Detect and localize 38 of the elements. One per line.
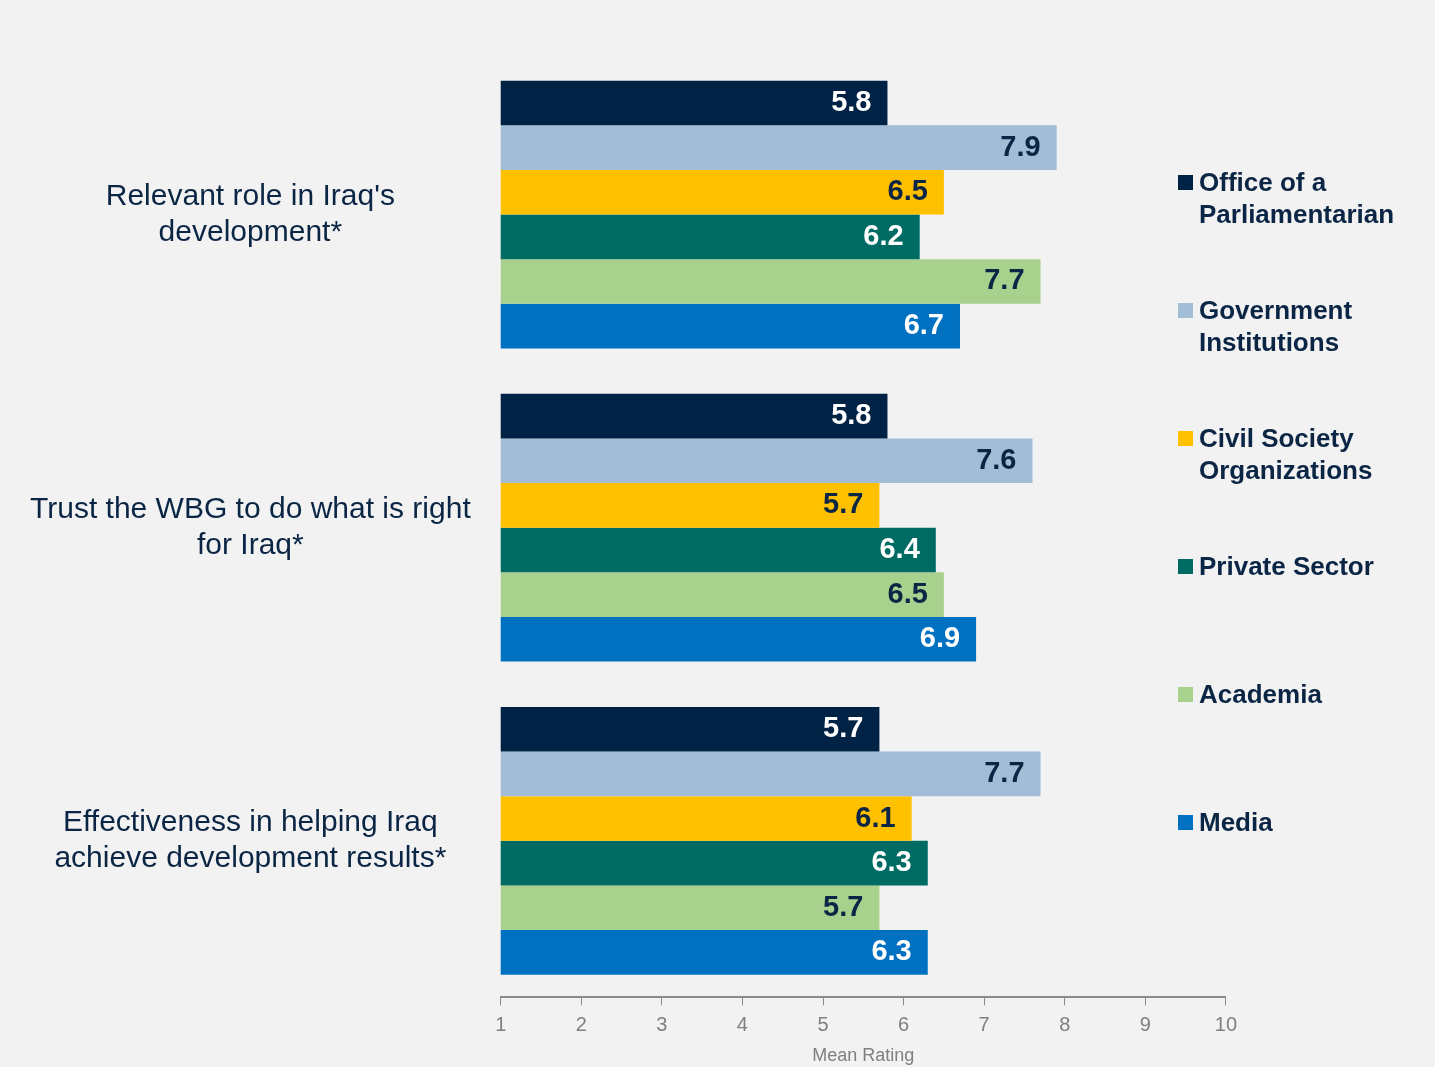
- legend-label: Civil Society Organizations: [1199, 422, 1374, 486]
- x-tick-label: 6: [898, 1012, 910, 1035]
- legend-label: Academia: [1199, 678, 1322, 710]
- legend-label: Media: [1199, 806, 1273, 838]
- data-label: 5.7: [823, 889, 864, 922]
- data-label: 5.8: [831, 85, 872, 118]
- legend-label: Government Institutions: [1199, 294, 1354, 358]
- data-label: 7.9: [1000, 129, 1041, 162]
- x-tick-label: 2: [575, 1012, 587, 1035]
- data-label: 6.4: [879, 532, 920, 565]
- data-label: 5.8: [831, 398, 872, 431]
- x-tick-label: 5: [817, 1012, 829, 1035]
- x-tick-label: 10: [1214, 1012, 1237, 1035]
- y-tick-label: Relevant role in Iraq's development*: [105, 177, 395, 247]
- data-label: 7.7: [984, 263, 1025, 296]
- x-axis-title: Mean Rating: [812, 1045, 915, 1066]
- data-label: 7.6: [976, 442, 1017, 475]
- data-label: 6.3: [871, 934, 912, 967]
- data-label: 7.7: [984, 755, 1025, 788]
- data-label: 6.5: [887, 576, 928, 609]
- y-tick-label: Effectiveness in helping Iraq achieve development results*: [54, 804, 447, 874]
- x-tick-label: 3: [656, 1012, 668, 1035]
- legend-label: Private Sector: [1199, 550, 1374, 582]
- data-label: 5.7: [823, 711, 864, 744]
- x-tick-label: 8: [1059, 1012, 1071, 1035]
- data-label: 5.7: [823, 487, 864, 520]
- data-label: 6.3: [871, 845, 912, 878]
- x-tick-label: 9: [1139, 1012, 1151, 1035]
- data-label: 6.5: [887, 174, 928, 207]
- data-label: 6.9: [919, 621, 961, 654]
- data-label: 6.2: [863, 218, 904, 251]
- x-tick-label: 4: [736, 1012, 748, 1035]
- data-label: 6.7: [903, 308, 944, 341]
- y-tick-label: Trust the WBG to do what is right for Iraq*: [30, 490, 472, 560]
- legend-label: Office of a Parliamentarian: [1199, 166, 1396, 230]
- x-tick-label: 1: [495, 1012, 507, 1035]
- data-label: 6.1: [855, 800, 896, 833]
- x-tick-label: 7: [978, 1012, 990, 1035]
